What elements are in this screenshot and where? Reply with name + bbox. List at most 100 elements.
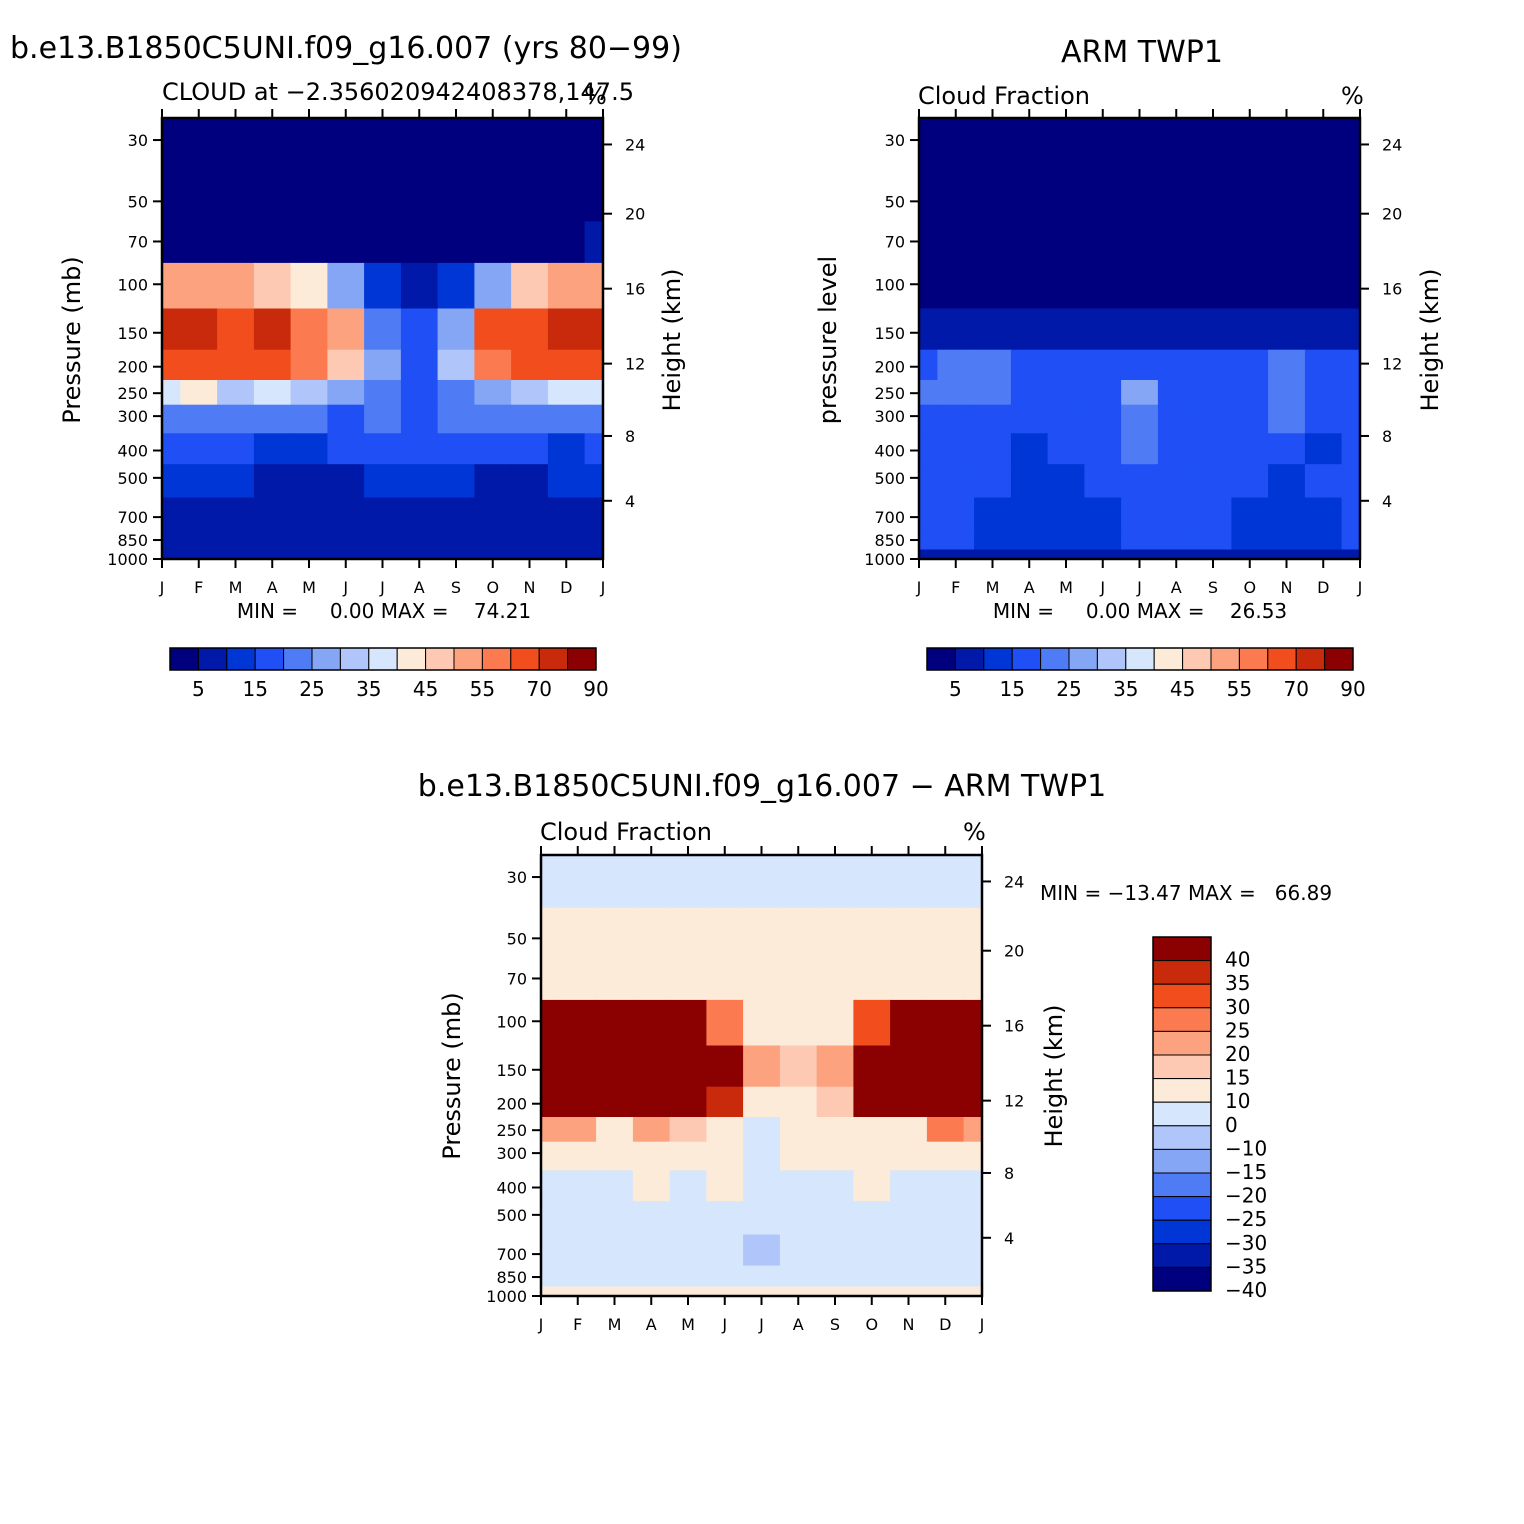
obs-xtick-label: M — [986, 578, 1000, 597]
diff-cell — [706, 1286, 744, 1297]
model-cell — [162, 308, 181, 351]
model-cell — [162, 262, 181, 310]
obs-cell — [1157, 433, 1196, 465]
model-cell — [400, 497, 439, 530]
model-cell — [290, 549, 328, 560]
model-cell — [253, 118, 292, 172]
model-colorbar-label: 25 — [299, 677, 324, 701]
diff-colorbar-box — [1152, 1007, 1212, 1032]
diff-cell — [963, 999, 983, 1047]
obs-cell — [1194, 464, 1232, 499]
obs-cell — [937, 170, 975, 222]
diff-cell — [816, 855, 854, 909]
obs-header: ARM TWP1 — [1061, 35, 1223, 70]
obs-cell — [1341, 433, 1361, 465]
obs-cell — [1304, 380, 1343, 406]
model-cell — [327, 262, 365, 310]
diff-colorbar-label: 15 — [1225, 1066, 1250, 1090]
model-cell — [217, 118, 255, 172]
model-cell — [217, 528, 255, 551]
obs-cell — [1157, 349, 1196, 381]
diff-cell — [963, 1234, 983, 1267]
model-cell — [437, 118, 475, 172]
model-right-title: % — [584, 82, 607, 110]
obs-cell — [1010, 528, 1049, 551]
model-cell — [217, 549, 255, 560]
model-cell — [547, 404, 586, 434]
diff-cell — [632, 999, 671, 1047]
obs-colorbar-label: 70 — [1283, 677, 1308, 701]
obs-cell — [1047, 349, 1085, 381]
obs-cell — [1084, 380, 1122, 406]
diff-ytick-label: 700 — [496, 1245, 527, 1264]
obs-cell — [1268, 528, 1306, 551]
model-xtick-label: A — [414, 578, 425, 597]
diff-cell — [743, 999, 781, 1047]
model-cell — [162, 497, 181, 530]
model-cell — [400, 404, 439, 434]
model-cell — [547, 433, 586, 465]
obs-cell — [1084, 118, 1122, 172]
model-colorbar-box — [481, 647, 512, 671]
diff-cell — [669, 855, 707, 909]
model-cell — [584, 380, 604, 406]
obs-ytick-label: 400 — [874, 442, 905, 461]
diff-cell — [632, 1045, 671, 1088]
obs-ytick-label: 850 — [874, 531, 905, 550]
model-colorbar-box — [254, 647, 285, 671]
model-y2tick-label: 4 — [625, 492, 635, 511]
diff-cell — [632, 1265, 671, 1288]
model-cell — [547, 380, 586, 406]
diff-cell — [559, 1045, 597, 1088]
diff-cell — [559, 855, 597, 909]
obs-colorbar-box — [1238, 647, 1269, 671]
model-cell — [327, 433, 365, 465]
model-cell — [437, 349, 475, 381]
diff-ytick-label: 300 — [496, 1144, 527, 1163]
diff-cell — [743, 855, 781, 909]
obs-cell — [1157, 404, 1196, 434]
model-cell — [437, 262, 475, 310]
obs-ytick-label: 50 — [885, 192, 905, 211]
obs-cell — [1121, 170, 1159, 222]
model-colorbar-box — [425, 647, 455, 671]
diff-cell — [706, 1086, 744, 1118]
diff-cell — [816, 907, 854, 959]
obs-cell — [919, 497, 938, 530]
diff-cell — [541, 1201, 560, 1236]
obs-cell — [937, 433, 975, 465]
obs-cell — [1084, 308, 1122, 351]
model-y2tick-label: 20 — [625, 205, 645, 224]
obs-cell — [1304, 497, 1343, 530]
model-cell — [584, 528, 604, 551]
model-cell — [364, 308, 402, 351]
diff-cell — [669, 1086, 707, 1118]
obs-cell — [1194, 221, 1232, 264]
model-cell — [364, 549, 402, 560]
diff-cell — [890, 1265, 928, 1288]
diff-ytick-label: 500 — [496, 1206, 527, 1225]
obs-cell — [1268, 262, 1306, 310]
diff-colorbar-label: −25 — [1225, 1207, 1267, 1231]
obs-cell — [1304, 528, 1343, 551]
diff-y2tick-label: 8 — [1004, 1164, 1014, 1183]
obs-y2tick-label: 8 — [1382, 427, 1392, 446]
obs-cell — [937, 262, 975, 310]
obs-cell — [1304, 549, 1343, 560]
diff-cell — [853, 1286, 891, 1297]
diff-cell — [596, 1045, 634, 1088]
model-xtick-label: M — [229, 578, 243, 597]
diff-colorbar-label: 20 — [1225, 1042, 1250, 1066]
obs-colorbar-box — [1182, 647, 1212, 671]
diff-cell — [596, 1286, 634, 1297]
diff-cell — [669, 1265, 707, 1288]
diff-cell — [706, 958, 744, 1001]
model-cell — [327, 170, 365, 222]
model-cell — [437, 497, 475, 530]
diff-ylabel: Pressure (mb) — [438, 992, 466, 1159]
diff-right-title: % — [963, 818, 986, 846]
diff-cell — [743, 1045, 781, 1088]
model-cell — [217, 349, 255, 381]
diff-cell — [779, 1201, 818, 1236]
